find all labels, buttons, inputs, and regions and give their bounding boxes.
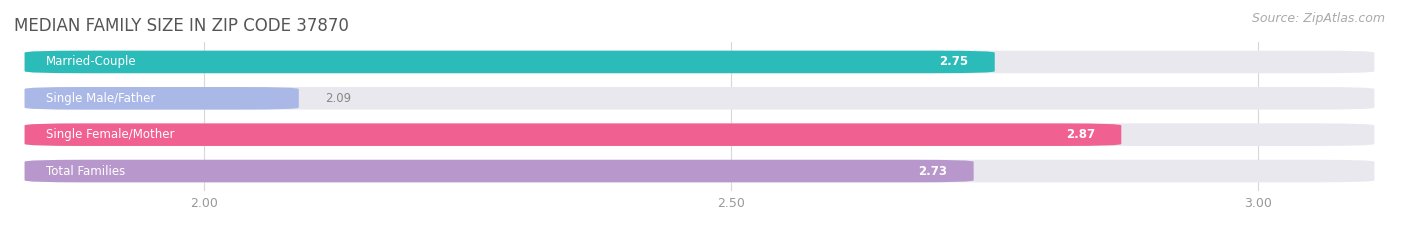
Text: 2.87: 2.87 xyxy=(1066,128,1095,141)
Text: Married-Couple: Married-Couple xyxy=(45,55,136,69)
FancyBboxPatch shape xyxy=(25,51,1375,73)
FancyBboxPatch shape xyxy=(25,51,994,73)
Text: Source: ZipAtlas.com: Source: ZipAtlas.com xyxy=(1251,12,1385,25)
Text: 2.09: 2.09 xyxy=(325,92,352,105)
FancyBboxPatch shape xyxy=(25,123,1122,146)
Text: 2.73: 2.73 xyxy=(918,164,948,178)
Text: Total Families: Total Families xyxy=(45,164,125,178)
FancyBboxPatch shape xyxy=(25,87,1375,110)
Text: Single Male/Father: Single Male/Father xyxy=(45,92,155,105)
FancyBboxPatch shape xyxy=(25,160,973,182)
Text: 2.75: 2.75 xyxy=(939,55,969,69)
Text: Single Female/Mother: Single Female/Mother xyxy=(45,128,174,141)
FancyBboxPatch shape xyxy=(25,87,298,110)
FancyBboxPatch shape xyxy=(25,123,1375,146)
FancyBboxPatch shape xyxy=(25,160,1375,182)
Text: MEDIAN FAMILY SIZE IN ZIP CODE 37870: MEDIAN FAMILY SIZE IN ZIP CODE 37870 xyxy=(14,17,349,35)
